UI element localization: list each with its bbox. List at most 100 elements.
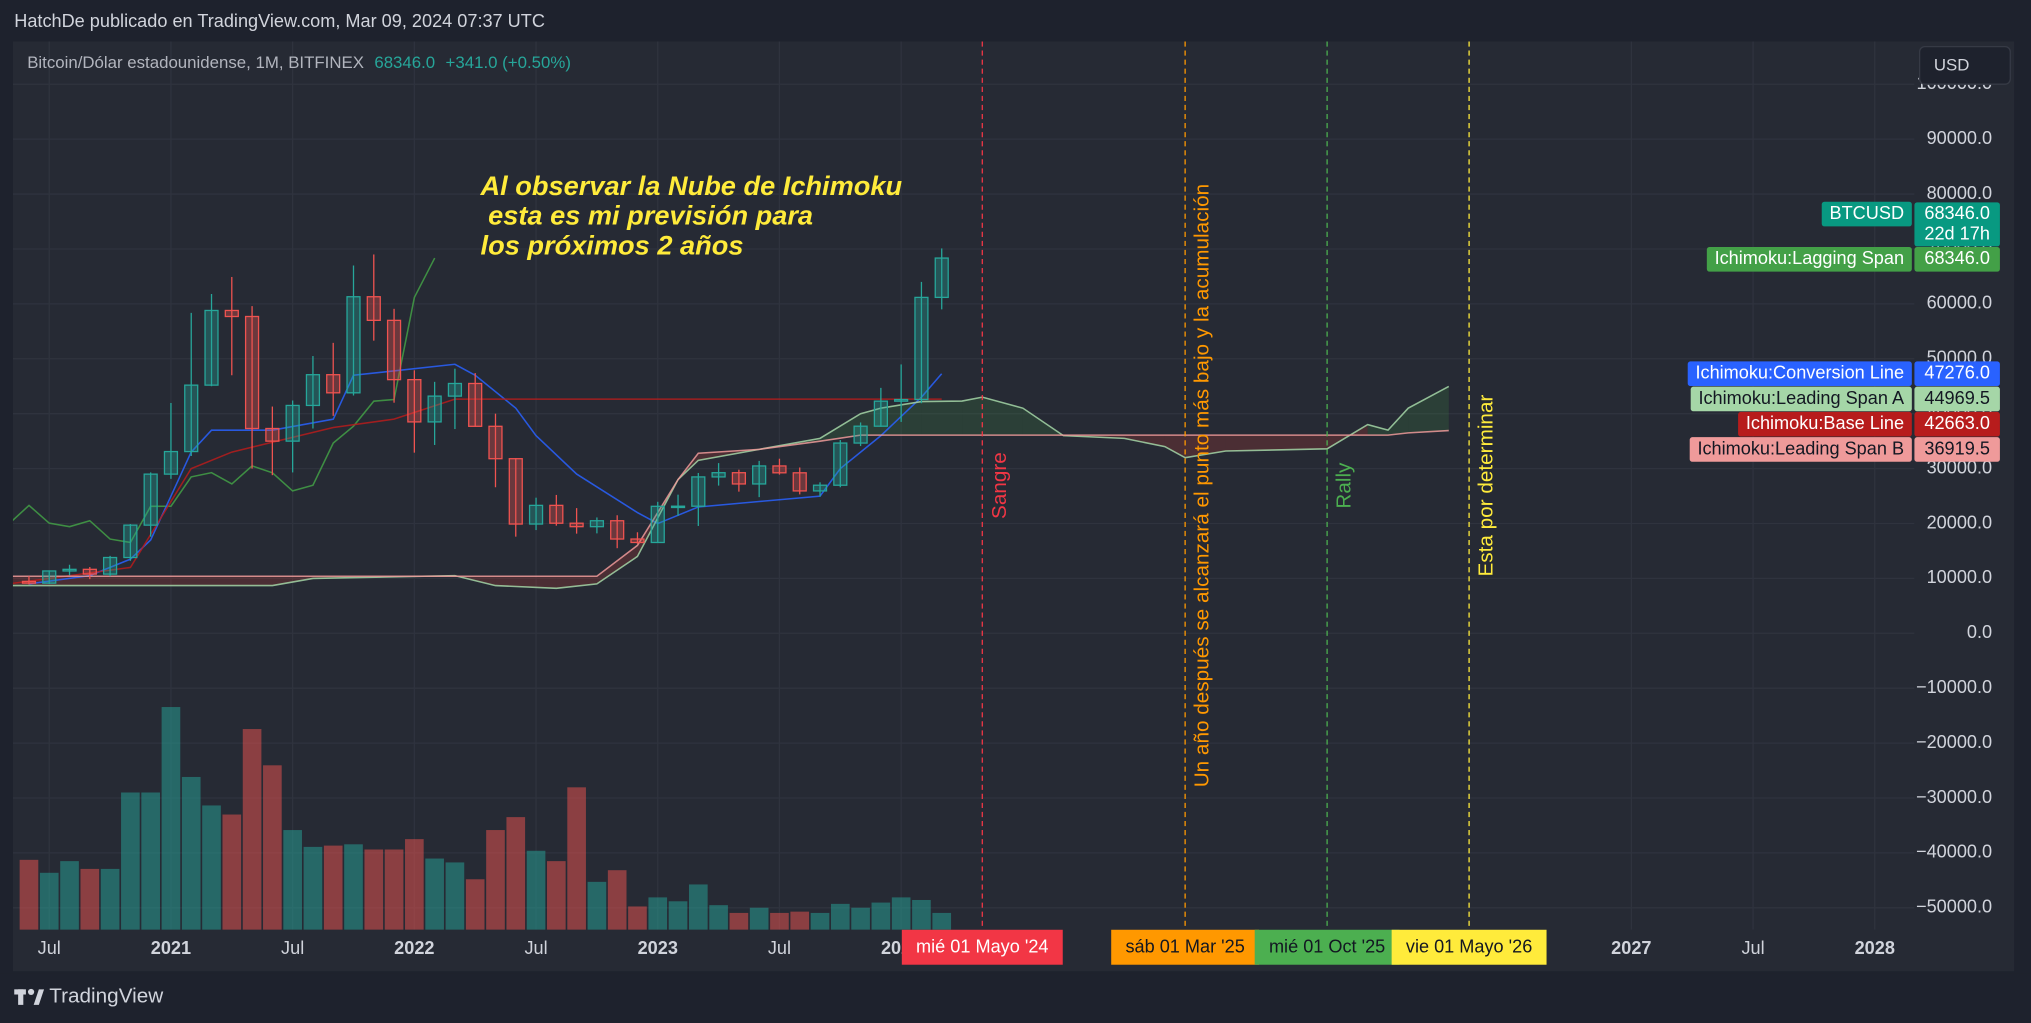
cloud bbox=[1408, 386, 1449, 433]
volume-bar bbox=[121, 792, 140, 930]
candle-body bbox=[204, 309, 219, 386]
candle-body bbox=[386, 319, 402, 381]
volume-bar bbox=[60, 861, 79, 930]
volume-bar bbox=[688, 884, 708, 930]
volume-bar bbox=[202, 805, 221, 930]
candle-body bbox=[21, 580, 37, 584]
candle-body bbox=[102, 556, 118, 575]
volume-bar bbox=[668, 901, 688, 930]
price-tag-name: Ichimoku:Leading Span B bbox=[1697, 438, 1904, 458]
volume-bar bbox=[526, 850, 546, 930]
candle-body bbox=[833, 442, 848, 486]
candle-body bbox=[42, 570, 57, 584]
currency-button[interactable] bbox=[1918, 45, 2011, 85]
volume-bar bbox=[912, 899, 931, 930]
chart-pane bbox=[12, 41, 2015, 972]
y-tick-label: 20000.0 bbox=[1927, 512, 1993, 532]
price-tag-name-box bbox=[1690, 386, 1912, 412]
price-tag bbox=[1914, 247, 2000, 272]
y-tick-label: 10000.0 bbox=[1927, 567, 1993, 587]
candle-body bbox=[285, 404, 300, 442]
price-tag bbox=[1914, 386, 2000, 412]
candle-body bbox=[366, 296, 381, 321]
price-tag-value: 42663.0 bbox=[1924, 413, 1990, 433]
price-tag-value: 68346.0 bbox=[1924, 203, 1990, 223]
cloud bbox=[1225, 435, 1328, 452]
candle-body bbox=[447, 382, 463, 397]
candle-body bbox=[812, 484, 828, 492]
indicator-line bbox=[12, 398, 942, 585]
brand: TradingView bbox=[49, 985, 164, 1008]
price-tag-countdown: 22d 17h bbox=[1924, 224, 1990, 244]
candle-body bbox=[488, 425, 503, 460]
price-tag-name: Ichimoku:Conversion Line bbox=[1695, 363, 1904, 383]
y-tick-label: −20000.0 bbox=[1916, 732, 1992, 752]
volume-bar bbox=[242, 729, 262, 930]
annotation-text: esta es mi previsión para bbox=[481, 200, 813, 231]
y-tick-label: −10000.0 bbox=[1916, 677, 1992, 697]
date-tag bbox=[1391, 929, 1547, 965]
candle-body bbox=[731, 472, 747, 485]
candle-body bbox=[670, 505, 686, 509]
annotation: Sangre Un año después se alcanzará el pun… bbox=[480, 170, 1498, 787]
cloud bbox=[12, 576, 273, 586]
date-tag-text: mié 01 Oct '25 bbox=[1269, 937, 1385, 957]
change: +341.0 (+0.50%) bbox=[446, 53, 571, 72]
grid bbox=[12, 41, 1915, 930]
cloud bbox=[556, 576, 597, 589]
x-tick-label: 2022 bbox=[394, 938, 434, 958]
indicator-line bbox=[12, 257, 436, 544]
candle-body bbox=[772, 465, 787, 474]
candle-body bbox=[184, 384, 199, 453]
volume-bar bbox=[344, 844, 363, 930]
date-tag bbox=[901, 929, 1063, 965]
candle-body bbox=[650, 505, 665, 544]
candle-body bbox=[914, 296, 929, 401]
cloud bbox=[921, 401, 963, 436]
x-tick-label: 2021 bbox=[151, 938, 191, 958]
x-tick-label: Jul bbox=[281, 938, 304, 958]
candle-body bbox=[346, 296, 361, 394]
price-tag-name-box bbox=[1689, 437, 1912, 462]
volume-bar bbox=[871, 902, 891, 930]
volume-bar bbox=[607, 870, 627, 930]
x-tick-label: 2028 bbox=[1855, 938, 1895, 958]
volume-bar bbox=[486, 830, 505, 930]
candle-body bbox=[427, 395, 442, 423]
price-tag-name-box bbox=[1706, 247, 1912, 272]
currency[interactable]: USD bbox=[1934, 55, 1970, 74]
candle-body bbox=[752, 465, 767, 485]
date-tag-text: vie 01 Mayo '26 bbox=[1406, 937, 1532, 957]
logo-part bbox=[18, 989, 24, 1005]
cloud bbox=[1367, 424, 1388, 436]
volume-bar bbox=[283, 830, 302, 930]
volume-bar bbox=[810, 912, 830, 930]
candle-body bbox=[528, 504, 544, 525]
price-tag-name-box bbox=[1738, 411, 1912, 437]
candle-body bbox=[873, 400, 888, 427]
volume-bar bbox=[425, 858, 444, 930]
candle-body bbox=[610, 520, 625, 540]
candle-body bbox=[589, 520, 605, 528]
volume-bar bbox=[749, 907, 769, 930]
candle-body bbox=[792, 472, 807, 492]
price-tag-value: 36919.5 bbox=[1924, 438, 1990, 458]
volume-bar bbox=[729, 912, 749, 930]
footer bbox=[0, 973, 2031, 1023]
x-tick-label: Jul bbox=[1741, 938, 1764, 958]
x-tick-label: 2027 bbox=[1611, 938, 1651, 958]
y-tick-label: 90000.0 bbox=[1927, 128, 1993, 148]
x-tick-label: Jul bbox=[38, 938, 61, 958]
volume-bar bbox=[161, 707, 181, 930]
volume-bar bbox=[891, 897, 911, 930]
volume-bar bbox=[39, 872, 59, 930]
y-tick-label: −40000.0 bbox=[1916, 842, 1992, 862]
cloud bbox=[962, 397, 983, 436]
price-tag-value: 47276.0 bbox=[1924, 363, 1990, 383]
logo-part bbox=[27, 988, 35, 996]
price-tag-name-box bbox=[1821, 201, 1912, 227]
candle-body bbox=[711, 472, 726, 478]
volume-bar bbox=[770, 912, 789, 930]
indicator-line bbox=[12, 429, 1449, 578]
volume-bar bbox=[790, 911, 810, 930]
